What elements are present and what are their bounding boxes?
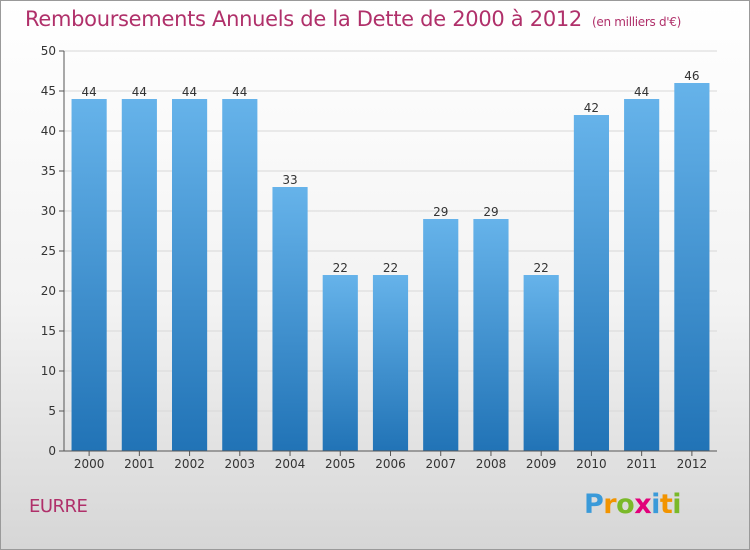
x-tick-label: 2010	[576, 457, 607, 471]
bar	[423, 219, 459, 451]
bar	[674, 83, 710, 451]
data-label: 29	[483, 205, 498, 219]
bar	[573, 115, 610, 451]
y-tick-label: 20	[41, 284, 56, 298]
x-tick-label: 2009	[526, 457, 557, 471]
proxiti-logo: Proxiti	[584, 489, 682, 520]
data-label: 33	[282, 173, 297, 187]
data-label: 22	[383, 261, 398, 275]
x-tick-label: 2007	[425, 457, 456, 471]
y-tick-label: 10	[41, 364, 56, 378]
data-label: 46	[684, 69, 699, 83]
data-label: 22	[333, 261, 348, 275]
x-tick-label: 2011	[626, 457, 657, 471]
logo-letter: i	[672, 489, 682, 520]
bar	[121, 99, 157, 451]
chart-subtitle: (en milliers d'€)	[592, 15, 682, 29]
x-tick-label: 2001	[124, 457, 155, 471]
x-tick-label: 2003	[225, 457, 256, 471]
data-label: 42	[584, 101, 599, 115]
y-tick-label: 30	[41, 204, 56, 218]
data-label: 44	[81, 85, 96, 99]
bar	[372, 275, 409, 451]
commune-name: EURRE	[29, 496, 88, 517]
bar	[473, 219, 509, 451]
logo-letter: o	[616, 489, 635, 520]
data-label: 29	[433, 205, 448, 219]
chart-title: Remboursements Annuels de la Dette de 20…	[25, 7, 681, 31]
x-tick-label: 2005	[325, 457, 356, 471]
bar	[272, 187, 308, 451]
bar	[523, 275, 559, 451]
y-tick-label: 0	[48, 444, 56, 458]
y-tick-label: 40	[41, 124, 56, 138]
logo-letter: P	[584, 489, 604, 520]
logo-letter: x	[634, 489, 652, 520]
y-tick-label: 5	[48, 404, 56, 418]
x-tick-label: 2012	[677, 457, 708, 471]
bar	[624, 99, 660, 451]
y-tick-label: 15	[41, 324, 56, 338]
x-tick-label: 2004	[275, 457, 306, 471]
x-tick-label: 2000	[74, 457, 105, 471]
data-label: 44	[132, 85, 147, 99]
x-tick-label: 2006	[375, 457, 406, 471]
data-label: 44	[232, 85, 247, 99]
data-label: 44	[182, 85, 197, 99]
y-tick-label: 25	[41, 244, 56, 258]
bar	[222, 99, 258, 451]
chart-title-text: Remboursements Annuels de la Dette de 20…	[25, 7, 582, 31]
bar	[71, 99, 107, 451]
bar	[322, 275, 358, 451]
y-tick-label: 45	[41, 84, 56, 98]
data-label: 44	[634, 85, 649, 99]
bar	[171, 99, 208, 451]
x-tick-label: 2008	[476, 457, 507, 471]
logo-letter: i	[651, 489, 660, 520]
data-label: 22	[534, 261, 549, 275]
x-tick-label: 2002	[174, 457, 205, 471]
logo-letter: r	[603, 489, 617, 520]
y-tick-label: 50	[41, 44, 56, 58]
y-tick-label: 35	[41, 164, 56, 178]
logo-letter: t	[659, 489, 673, 520]
